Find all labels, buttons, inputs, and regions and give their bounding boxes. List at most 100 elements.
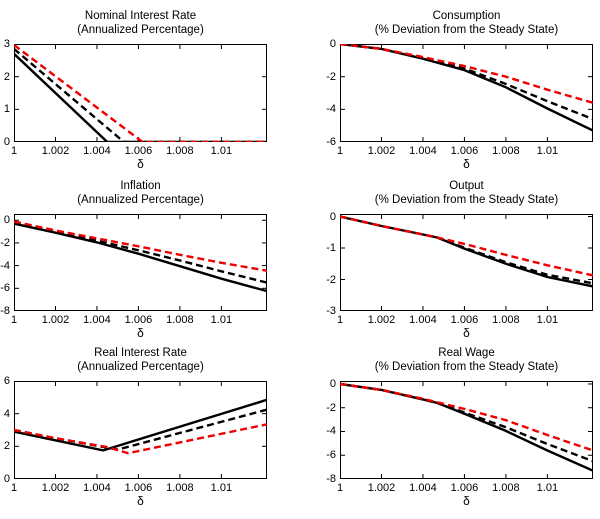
y-tick-label: -4 bbox=[326, 425, 336, 438]
series-dashed-black bbox=[14, 47, 267, 142]
x-axis-label: δ bbox=[137, 326, 144, 340]
y-tick-label: 0 bbox=[3, 214, 10, 227]
plot-area bbox=[340, 44, 593, 142]
x-tick-label: 1.01 bbox=[536, 314, 559, 326]
x-tick-label: 1.01 bbox=[536, 482, 559, 494]
series-dashed-red bbox=[14, 44, 267, 142]
plot-area bbox=[14, 381, 267, 479]
x-axis-label: δ bbox=[137, 157, 144, 171]
x-tick-label: 1.002 bbox=[367, 145, 396, 157]
plot-area bbox=[340, 381, 593, 479]
y-tick-label: 2 bbox=[3, 440, 10, 453]
subplot-title: Nominal Interest Rate bbox=[84, 10, 197, 22]
x-tick-label: 1.01 bbox=[210, 314, 233, 326]
x-tick-label: 1.004 bbox=[83, 482, 111, 494]
y-tick-label: 0 bbox=[329, 38, 336, 50]
x-tick-label: 1 bbox=[10, 482, 18, 494]
y-tick-label: -6 bbox=[326, 136, 336, 148]
y-tick-label: -2 bbox=[326, 401, 336, 414]
subplot-title: Real Wage bbox=[438, 347, 495, 359]
x-tick-label: 1.008 bbox=[166, 482, 194, 494]
x-tick-label: 1.002 bbox=[41, 482, 70, 494]
y-tick-label: 6 bbox=[3, 375, 10, 387]
series-solid-black bbox=[340, 44, 593, 132]
x-tick-label: 1.008 bbox=[492, 145, 520, 157]
y-tick-label: -4 bbox=[326, 103, 336, 116]
y-tick-label: 4 bbox=[3, 407, 10, 420]
subplot-subtitle: (Annualized Percentage) bbox=[77, 361, 204, 373]
subplot-subtitle: (% Deviation from the Steady State) bbox=[374, 194, 559, 206]
y-tick-label: 3 bbox=[3, 38, 10, 50]
x-axis-label: δ bbox=[463, 157, 470, 171]
x-tick-label: 1 bbox=[336, 314, 344, 326]
x-tick-label: 1.006 bbox=[450, 145, 479, 157]
series-dashed-black bbox=[340, 215, 593, 285]
plot-area bbox=[14, 214, 267, 311]
y-tick-label: -8 bbox=[326, 473, 336, 485]
x-tick-label: 1.006 bbox=[450, 482, 479, 494]
y-tick-label: 0 bbox=[3, 136, 10, 148]
y-tick-label: -6 bbox=[0, 282, 10, 295]
series-dashed-red bbox=[340, 215, 593, 277]
y-tick-label: -4 bbox=[0, 259, 10, 272]
series-solid-black bbox=[340, 382, 593, 472]
x-tick-label: 1.002 bbox=[367, 314, 396, 326]
x-tick-label: 1.004 bbox=[409, 482, 437, 494]
x-tick-label: 1.01 bbox=[210, 482, 233, 494]
x-axis-label: δ bbox=[137, 494, 144, 508]
y-tick-label: -8 bbox=[0, 305, 10, 317]
series-dashed-red bbox=[340, 382, 593, 452]
subplot-title: Consumption bbox=[432, 10, 501, 22]
y-tick-label: -1 bbox=[326, 242, 336, 254]
x-tick-label: 1.002 bbox=[367, 482, 396, 494]
x-tick-label: 1.004 bbox=[83, 314, 111, 326]
series-dashed-red bbox=[14, 220, 267, 272]
x-axis-label: δ bbox=[463, 326, 470, 340]
subplot-subtitle: (% Deviation from the Steady State) bbox=[374, 361, 559, 373]
plot-area bbox=[340, 214, 593, 311]
series-dashed-black bbox=[14, 408, 267, 451]
subplot-subtitle: (% Deviation from the Steady State) bbox=[374, 24, 559, 36]
x-tick-label: 1.01 bbox=[536, 145, 559, 157]
x-tick-label: 1 bbox=[10, 145, 18, 157]
x-tick-label: 1.006 bbox=[124, 145, 153, 157]
subplot-subtitle: (Annualized Percentage) bbox=[77, 194, 204, 206]
x-tick-label: 1.002 bbox=[41, 145, 70, 157]
series-dashed-red bbox=[14, 423, 267, 455]
plot-area bbox=[14, 44, 267, 142]
x-tick-label: 1 bbox=[336, 482, 344, 494]
y-tick-label: 0 bbox=[329, 377, 336, 390]
series-dashed-black bbox=[340, 382, 593, 463]
y-tick-label: 1 bbox=[3, 103, 10, 116]
x-tick-label: 1 bbox=[336, 145, 344, 157]
x-tick-label: 1.01 bbox=[210, 145, 233, 157]
y-tick-label: -2 bbox=[326, 273, 336, 286]
series-dashed-black bbox=[340, 44, 593, 121]
subplot-title: Output bbox=[449, 180, 484, 192]
x-tick-label: 1.002 bbox=[41, 314, 70, 326]
series-dashed-black bbox=[14, 220, 267, 284]
y-tick-label: 0 bbox=[329, 210, 336, 223]
subplot-subtitle: (Annualized Percentage) bbox=[77, 24, 204, 36]
series-solid-black bbox=[14, 398, 267, 452]
y-tick-label: -2 bbox=[0, 236, 10, 249]
x-tick-label: 1.008 bbox=[166, 145, 194, 157]
y-tick-label: -3 bbox=[326, 305, 336, 317]
subplot-title: Real Interest Rate bbox=[94, 347, 187, 359]
x-axis-label: δ bbox=[463, 494, 470, 508]
series-solid-black bbox=[340, 215, 593, 288]
y-tick-label: 2 bbox=[3, 70, 10, 83]
x-tick-label: 1 bbox=[10, 314, 18, 326]
series-dashed-red bbox=[340, 44, 593, 104]
x-tick-label: 1.004 bbox=[83, 145, 111, 157]
x-tick-label: 1.006 bbox=[124, 482, 153, 494]
series-solid-black bbox=[14, 222, 267, 293]
x-tick-label: 1.006 bbox=[450, 314, 479, 326]
